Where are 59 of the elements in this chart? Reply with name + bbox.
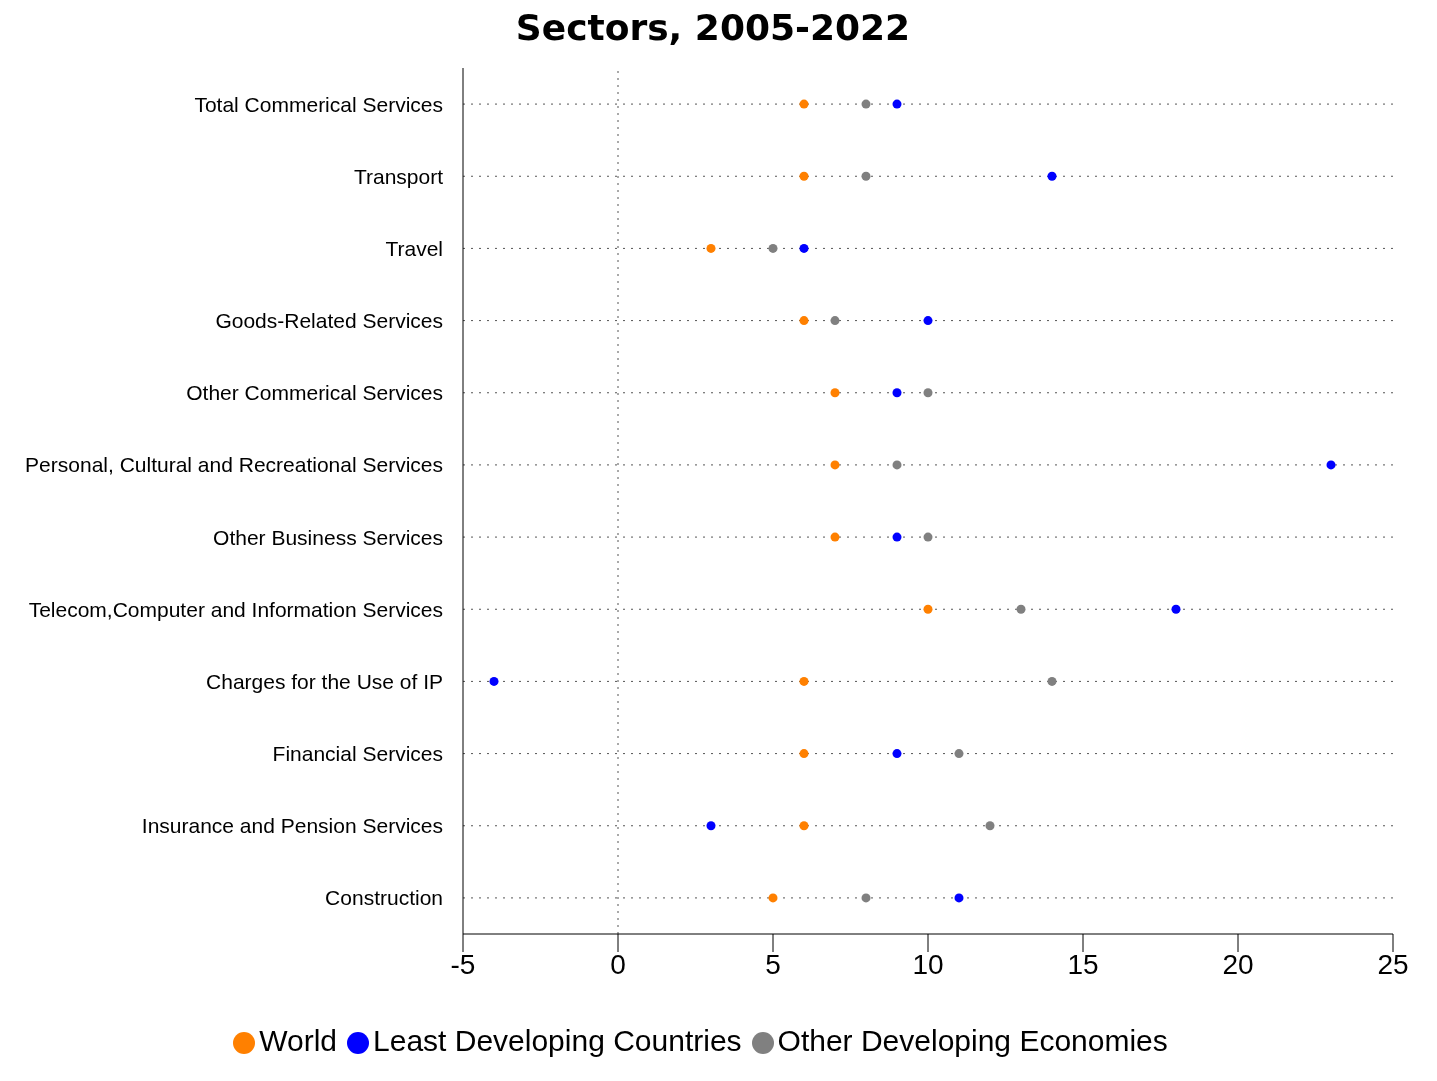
point	[706, 243, 716, 253]
point	[923, 604, 933, 614]
point	[861, 171, 871, 181]
point	[830, 388, 840, 398]
x-tick-label: -5	[450, 948, 476, 980]
x-tick-label: 5	[765, 948, 781, 980]
point	[799, 316, 809, 326]
point	[892, 749, 902, 759]
point	[799, 243, 809, 253]
point	[830, 316, 840, 326]
x-tick-label: 20	[1222, 948, 1254, 980]
point	[489, 676, 499, 686]
point	[923, 388, 933, 398]
legend-label: World	[259, 1024, 338, 1057]
point	[954, 749, 964, 759]
y-tick-label: Insurance and Pension Services	[141, 814, 443, 838]
point	[892, 532, 902, 542]
point	[923, 316, 933, 326]
point	[892, 388, 902, 398]
point	[1016, 604, 1026, 614]
point	[706, 821, 716, 831]
y-tick-label: Telecom,Computer and Information Services	[28, 597, 443, 621]
y-tick-label: Personal, Cultural and Recreational Services	[25, 453, 443, 477]
point	[768, 893, 778, 903]
x-tick-label: 10	[912, 948, 944, 980]
point	[830, 460, 840, 470]
x-tick-label: 0	[610, 948, 626, 980]
legend-label: Least Developing Countries	[373, 1024, 742, 1057]
y-tick-label: Charges for the Use of IP	[206, 669, 443, 693]
point	[1171, 604, 1181, 614]
point	[799, 749, 809, 759]
point	[1047, 676, 1057, 686]
point	[892, 99, 902, 109]
point	[1326, 460, 1336, 470]
point	[892, 460, 902, 470]
legend-label: Other Developing Economies	[777, 1024, 1168, 1057]
point	[830, 532, 840, 542]
y-tick-label: Goods-Related Services	[215, 309, 443, 333]
point	[768, 243, 778, 253]
y-tick-label: Construction	[325, 886, 443, 910]
point	[799, 99, 809, 109]
point	[799, 171, 809, 181]
point	[799, 676, 809, 686]
point	[799, 821, 809, 831]
chart-title: Sectors, 2005-2022	[514, 7, 912, 48]
y-tick-label: Other Commerical Services	[186, 381, 443, 405]
y-tick-label: Financial Services	[272, 742, 443, 766]
point	[954, 893, 964, 903]
x-tick-label: 15	[1067, 948, 1099, 980]
point	[985, 821, 995, 831]
y-tick-label: Total Commerical Services	[194, 92, 443, 116]
y-tick-label: Travel	[385, 236, 443, 260]
y-tick-label: Other Business Services	[213, 525, 443, 549]
point	[861, 893, 871, 903]
point	[861, 99, 871, 109]
point	[1047, 171, 1057, 181]
point	[923, 532, 933, 542]
y-tick-label: Transport	[353, 164, 444, 188]
x-tick-label: 25	[1377, 948, 1409, 980]
